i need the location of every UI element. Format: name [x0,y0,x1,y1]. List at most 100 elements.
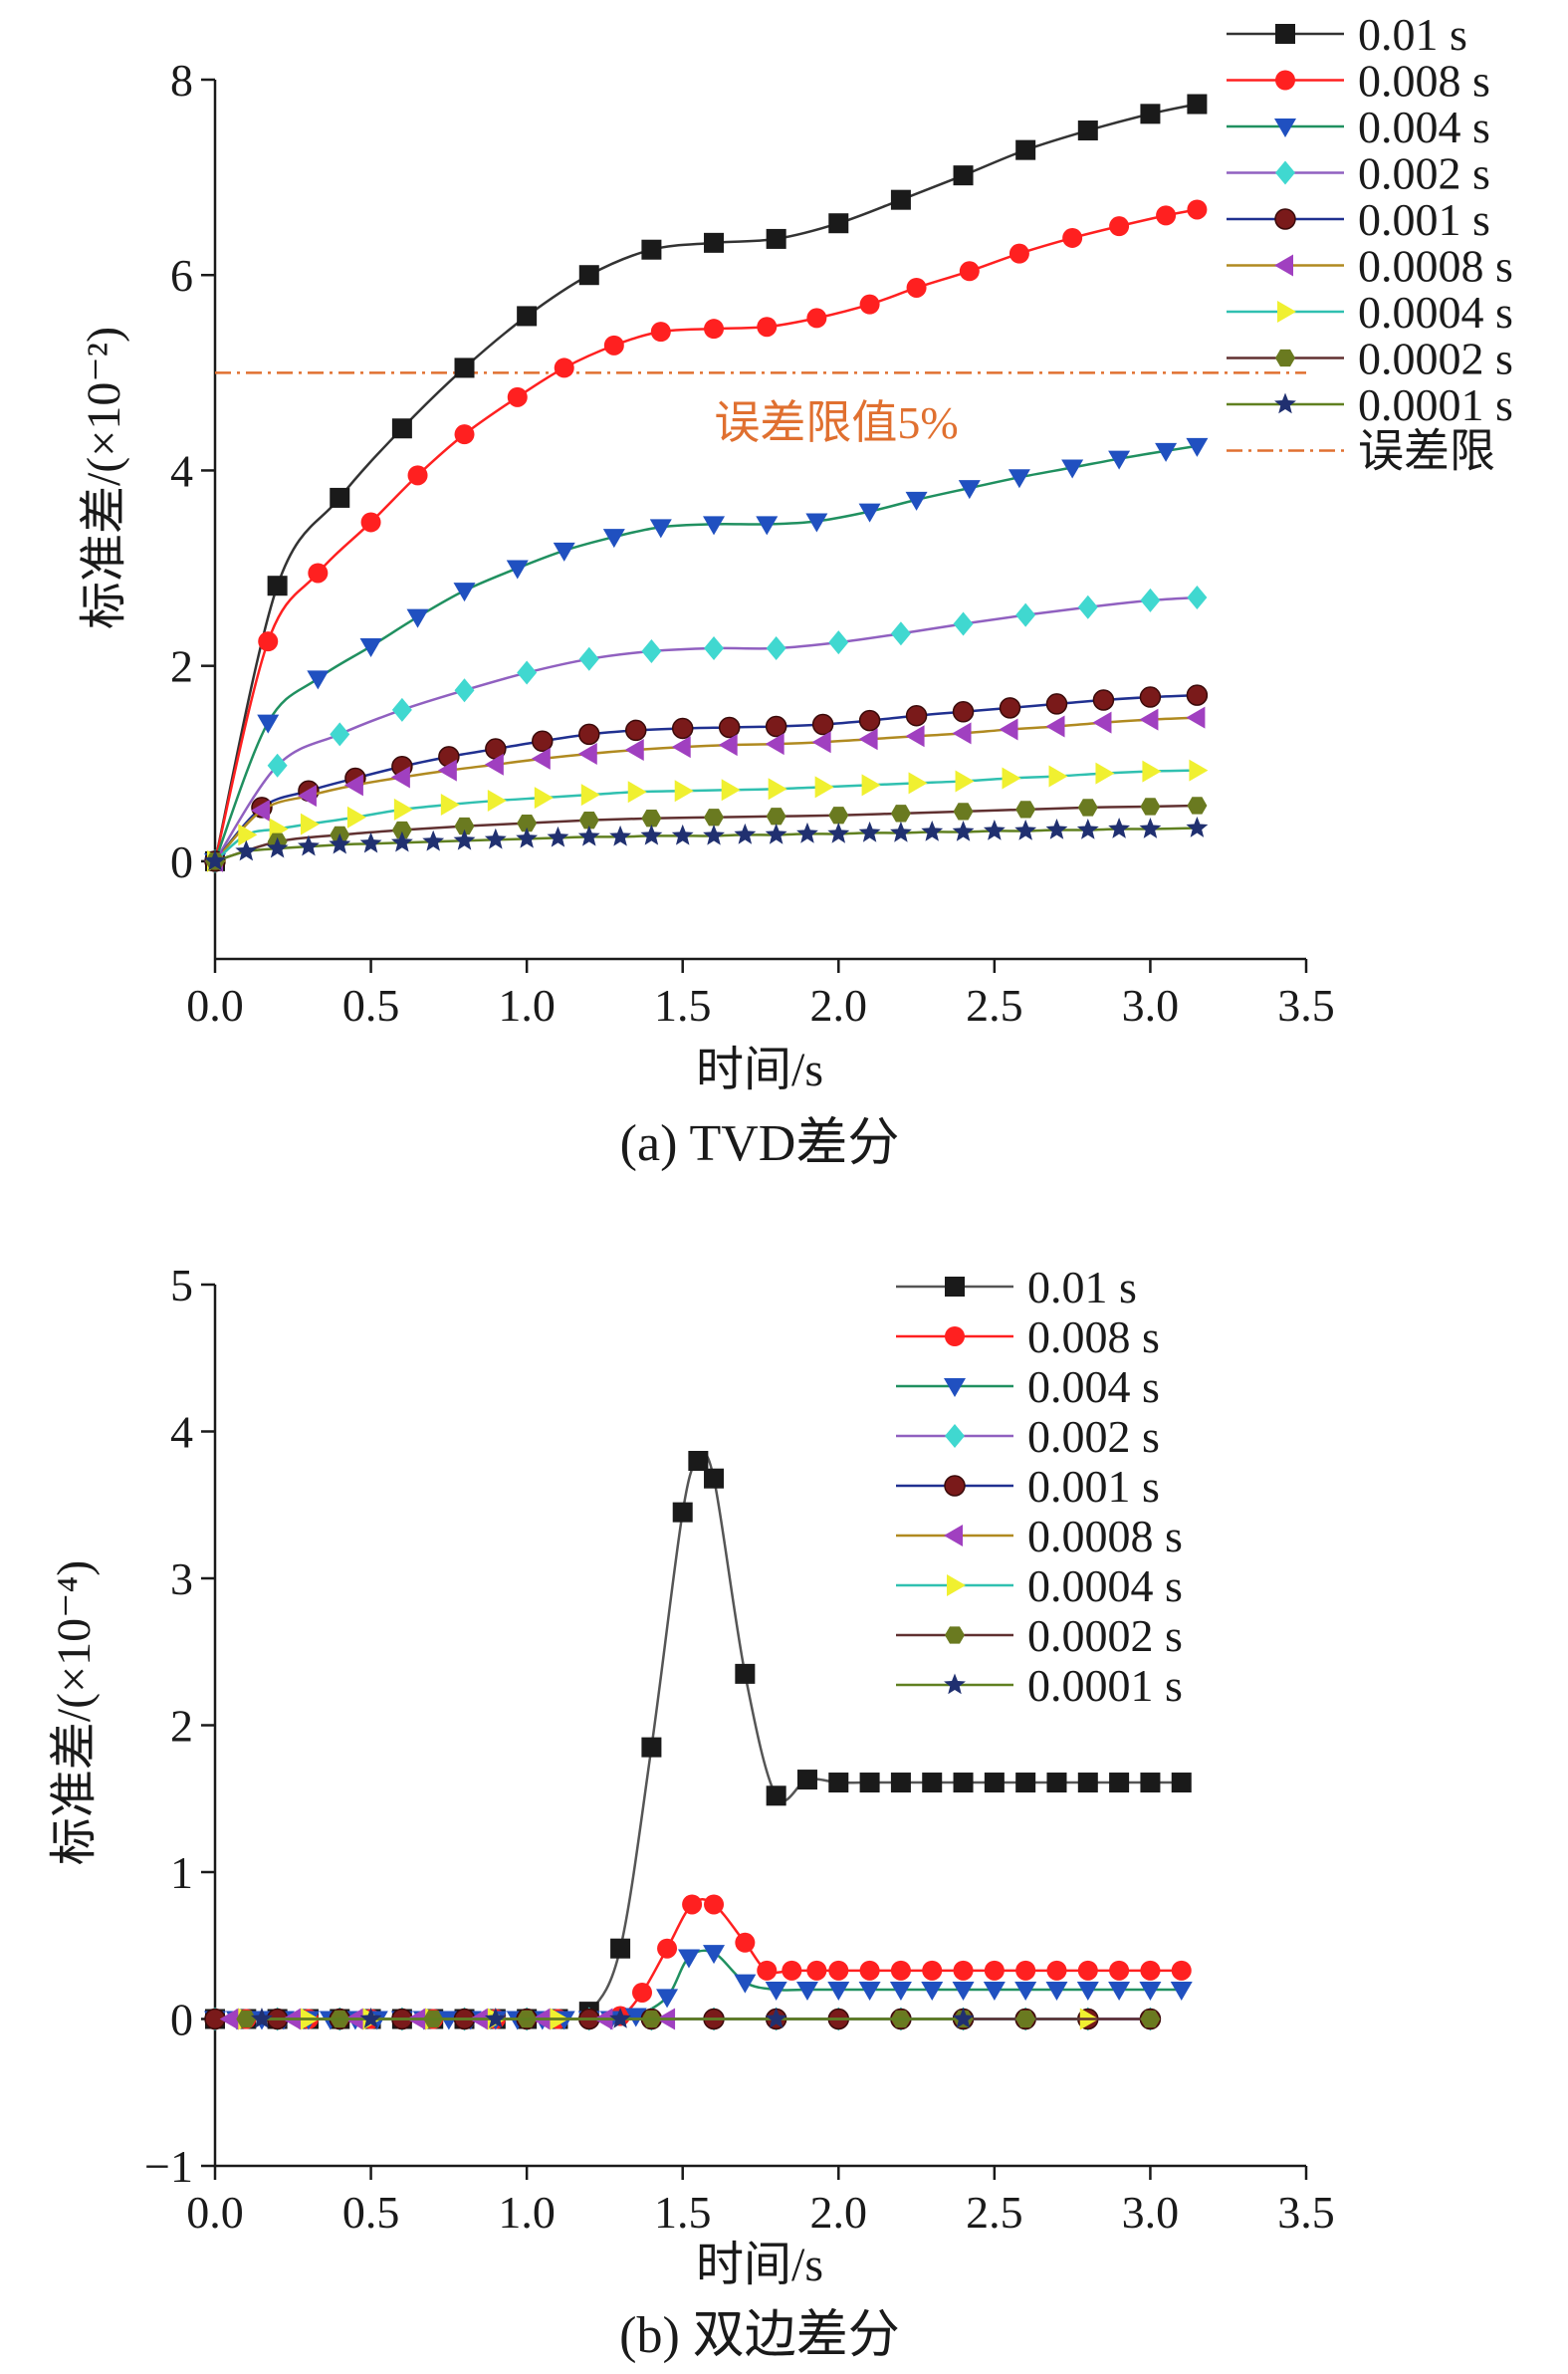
data-point [861,774,881,797]
data-point [1139,708,1159,731]
data-point [805,513,828,533]
series-0.008s [205,199,1208,871]
x-tick-label: 0.0 [186,980,244,1031]
data-point [765,2008,787,2028]
data-point [795,1982,818,2001]
data-point [952,2008,975,2028]
legend-item: 误差限 [1227,426,1495,477]
data-point [703,1945,726,1965]
data-point [1139,818,1162,838]
data-point [953,803,974,821]
data-point [677,1949,700,1969]
data-point [1046,1960,1067,1981]
data-point [703,824,725,845]
data-point [905,725,925,748]
data-point [1155,442,1178,462]
data-point [1140,2010,1161,2028]
legend-item: 0.002 s [896,1411,1160,1462]
legend-label: 0.001 s [1358,194,1490,245]
x-tick-label: 1.0 [498,2187,556,2238]
data-point [407,465,428,486]
legend-item: 0.0008 s [896,1511,1183,1561]
x-tick-label: 2.0 [810,980,868,1031]
series-line [214,716,1198,862]
legend-label: 0.0001 s [1027,1660,1183,1711]
data-point [922,1960,943,1981]
data-point [1076,1982,1099,2001]
legend-label: 0.0002 s [1358,334,1513,384]
data-point [1014,819,1037,840]
data-point [765,1982,787,2001]
data-point [1076,818,1099,839]
data-point [999,697,1021,719]
y-tick-label: 4 [170,445,193,496]
data-point [554,357,574,378]
data-point [390,766,410,789]
data-point [1045,1982,1068,2001]
data-point [1015,2010,1036,2028]
data-point [1186,817,1209,837]
x-tick-label: 0.0 [186,2187,244,2238]
data-point [204,849,226,871]
series-0.0001s [251,2008,975,2028]
data-point [984,1773,1005,1793]
data-point [952,722,972,745]
data-point [796,822,818,843]
data-point [297,785,317,808]
data-point [735,1663,756,1684]
data-point [757,1960,778,1981]
legend-label: 0.004 s [1027,1361,1160,1412]
legend-marker [944,1525,963,1546]
data-point [1189,759,1209,782]
legend-label: 0.0002 s [1027,1610,1183,1661]
data-point [578,812,599,830]
legend-label: 0.01 s [1027,1262,1137,1312]
legend-label: 0.001 s [1027,1461,1160,1512]
data-point [641,1737,662,1758]
data-point [1171,1773,1192,1793]
legend-marker [944,1475,966,1497]
legend-label: 0.008 s [1358,56,1490,107]
data-point [627,781,647,804]
data-point [641,239,662,260]
legend-label: 误差限 [1358,426,1495,477]
data-point [999,718,1018,741]
data-point [811,731,831,754]
legend-item: 0.0004 s [896,1560,1183,1611]
data-point [1077,594,1098,619]
data-point [952,1982,975,2001]
data-point [251,2008,273,2028]
data-point [890,1773,911,1793]
data-point [656,1989,679,2009]
data-point [768,778,787,801]
data-point [921,820,944,841]
data-point [827,1982,850,2001]
x-tick-label: 3.5 [1277,980,1335,1031]
axes: 0.0 0.5 1.0 1.5 2.0 2.5 3.0 3.5 −1 0 1 2 3 4 5 [144,1260,1335,2238]
data-point [547,826,569,847]
data-point [454,817,475,835]
data-point [735,1932,756,1953]
data-point [298,834,320,856]
legend-marker [945,1326,965,1346]
legend-item: 0.004 s [896,1361,1160,1412]
data-point [1015,1960,1036,1981]
data-point [890,189,911,210]
data-point [858,728,878,751]
data-point [908,772,928,795]
legend-label: 0.0008 s [1027,1511,1183,1561]
data-point [359,638,382,658]
legend-marker [944,1673,966,1695]
y-tick-label: 5 [170,1260,193,1310]
data-point [828,213,849,234]
y-tick-label: 8 [170,55,193,106]
legend-marker [1274,119,1296,137]
data-point [806,1960,827,1981]
data-point [517,660,538,685]
data-point [756,516,779,536]
data-point [1171,1960,1192,1981]
data-point [454,424,475,445]
data-point [266,836,289,858]
